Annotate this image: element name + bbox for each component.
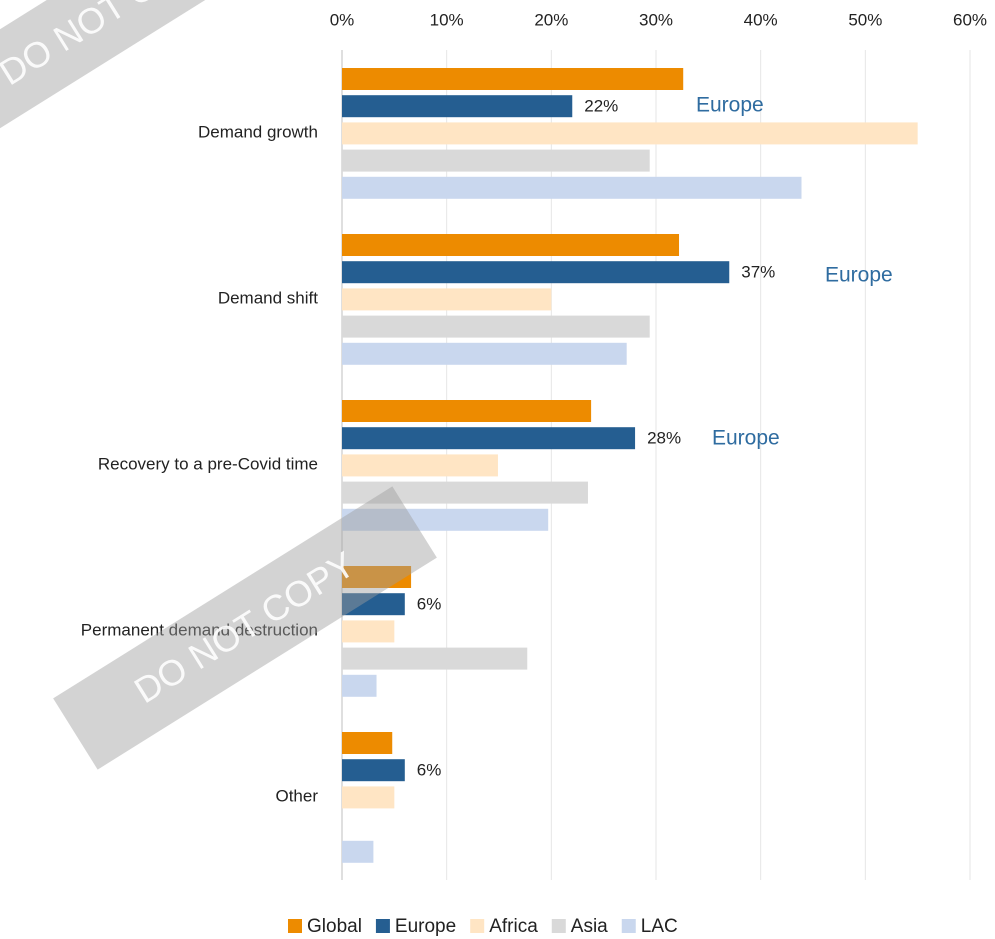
bar: [342, 122, 918, 145]
legend-swatch: [551, 919, 566, 933]
x-tick-label: 30%: [639, 10, 673, 29]
bar: [342, 288, 552, 311]
legend-label: Europe: [395, 916, 456, 937]
x-tick-label: 20%: [534, 10, 568, 29]
bar: [342, 759, 405, 782]
legend-label: Global: [307, 916, 362, 937]
bar: [342, 315, 650, 338]
data-label: 22%: [584, 97, 618, 116]
bar: [342, 149, 650, 172]
annotation: Europe: [712, 427, 780, 450]
watermark-band: [0, 0, 302, 152]
x-tick-label: 50%: [848, 10, 882, 29]
bar: [342, 732, 393, 754]
bar: [342, 620, 395, 643]
data-label: 6%: [417, 761, 442, 780]
legend-label: Asia: [571, 916, 608, 937]
bar: [342, 95, 573, 118]
legend-swatch: [470, 919, 485, 933]
bar: [342, 68, 684, 90]
bar: [342, 342, 627, 365]
bar: [342, 566, 412, 588]
bar: [342, 593, 405, 616]
bar: [342, 508, 549, 531]
x-tick-label: 60%: [953, 10, 987, 29]
legend-swatch: [621, 919, 636, 933]
bar: [342, 261, 730, 284]
data-label: 28%: [647, 429, 681, 448]
legend-swatch: [288, 919, 302, 933]
legend-swatch: [375, 919, 390, 933]
bar: [342, 840, 374, 863]
bar: [342, 234, 680, 256]
bar: [342, 176, 802, 199]
watermark-band: [53, 486, 437, 770]
bar: [342, 647, 528, 670]
category-label: Demand shift: [218, 288, 318, 307]
annotation: Europe: [825, 264, 893, 287]
bar: [342, 481, 588, 504]
x-tick-label: 40%: [744, 10, 778, 29]
data-label: 37%: [741, 263, 775, 282]
legend-label: Africa: [489, 916, 538, 937]
x-tick-label: 0%: [330, 10, 355, 29]
category-label: Recovery to a pre-Covid time: [98, 454, 318, 473]
category-label: Other: [275, 786, 318, 805]
data-label: 6%: [417, 595, 442, 614]
category-label: Permanent demand destruction: [81, 620, 318, 639]
bar: [342, 454, 498, 477]
annotation: Europe: [696, 94, 764, 117]
bar: [342, 674, 377, 697]
bar: [342, 400, 592, 422]
bar: [342, 427, 636, 450]
legend-label: LAC: [641, 916, 678, 937]
x-tick-label: 10%: [430, 10, 464, 29]
bar: [342, 786, 395, 809]
category-label: Demand growth: [198, 122, 318, 141]
